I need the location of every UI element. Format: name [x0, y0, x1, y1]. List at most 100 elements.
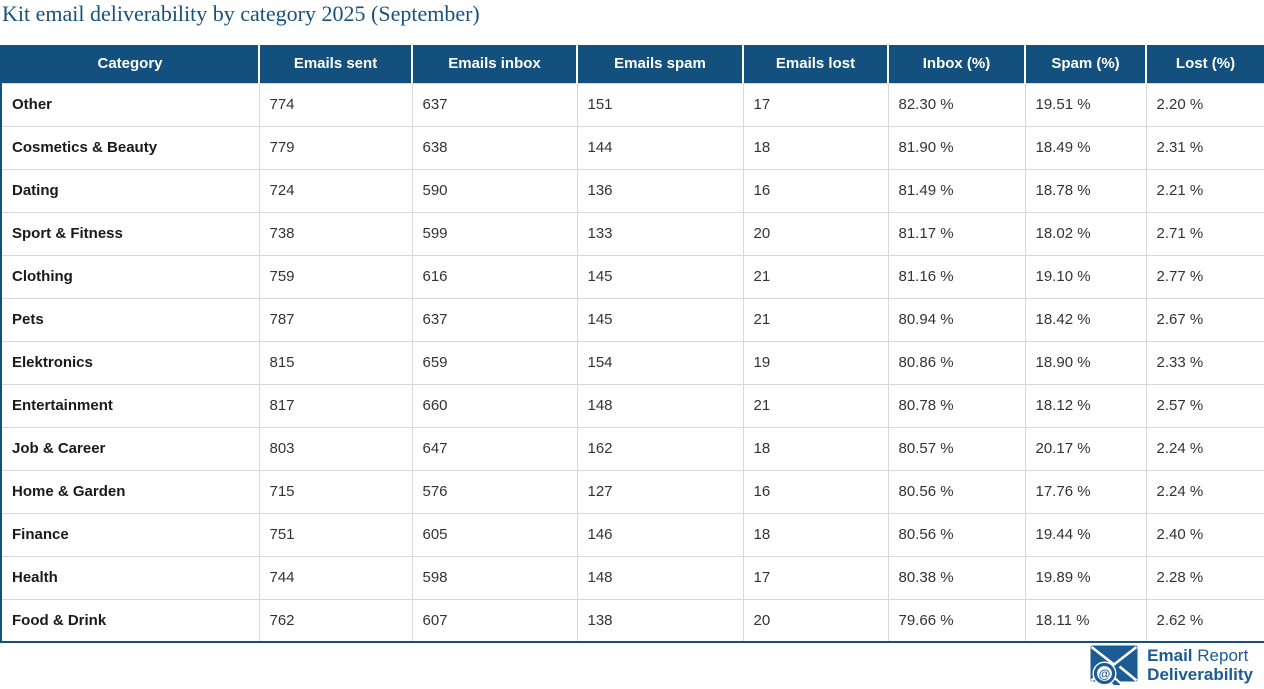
value-cell: 751	[258, 512, 412, 556]
column-header: Emails spam	[576, 45, 743, 83]
value-cell: 80.78 %	[887, 383, 1025, 427]
value-cell: 80.38 %	[887, 555, 1025, 599]
value-cell: 19.51 %	[1024, 82, 1146, 126]
value-cell: 81.16 %	[887, 254, 1025, 298]
logo-word-report: Report	[1197, 646, 1249, 665]
value-cell: 154	[576, 340, 743, 384]
category-cell: Other	[1, 82, 259, 126]
value-cell: 21	[742, 254, 888, 298]
value-cell: 787	[258, 297, 412, 341]
category-cell: Entertainment	[1, 383, 259, 427]
value-cell: 80.86 %	[887, 340, 1025, 384]
value-cell: 2.67 %	[1145, 297, 1264, 341]
value-cell: 18	[742, 426, 888, 470]
value-cell: 16	[742, 168, 888, 212]
table-header: Category Emails sent Emails inbox Emails sp…	[1, 45, 1264, 83]
table-body: Other 774 637 151 17 82.30 % 19.51 % 2.20 % Cosm…	[1, 82, 1264, 642]
category-cell: Health	[1, 555, 259, 599]
category-cell: Pets	[1, 297, 259, 341]
value-cell: 637	[411, 82, 577, 126]
table-row: Other 774 637 151 17 82.30 % 19.51 % 2.20 %	[1, 82, 1264, 126]
logo-word-email: Email	[1147, 646, 1193, 665]
value-cell: 18.02 %	[1024, 211, 1146, 255]
category-cell: Finance	[1, 512, 259, 556]
value-cell: 2.24 %	[1145, 469, 1264, 513]
value-cell: 151	[576, 82, 743, 126]
table-row: Pets 787 637 145 21 80.94 % 18.42 % 2.67 %	[1, 297, 1264, 341]
value-cell: 744	[258, 555, 412, 599]
value-cell: 2.77 %	[1145, 254, 1264, 298]
value-cell: 762	[258, 598, 412, 642]
value-cell: 148	[576, 383, 743, 427]
value-cell: 82.30 %	[887, 82, 1025, 126]
table-row: Elektronics 815 659 154 19 80.86 % 18.90 % 2.33…	[1, 340, 1264, 384]
value-cell: 18.78 %	[1024, 168, 1146, 212]
column-header: Emails lost	[742, 45, 888, 83]
value-cell: 638	[411, 125, 577, 169]
value-cell: 19	[742, 340, 888, 384]
value-cell: 2.40 %	[1145, 512, 1264, 556]
value-cell: 724	[258, 168, 412, 212]
value-cell: 803	[258, 426, 412, 470]
value-cell: 18.90 %	[1024, 340, 1146, 384]
table-row: Food & Drink 762 607 138 20 79.66 % 18.11 % 2.6…	[1, 598, 1264, 642]
value-cell: 2.57 %	[1145, 383, 1264, 427]
category-cell: Home & Garden	[1, 469, 259, 513]
category-cell: Clothing	[1, 254, 259, 298]
value-cell: 616	[411, 254, 577, 298]
value-cell: 21	[742, 383, 888, 427]
table-row: Finance 751 605 146 18 80.56 % 19.44 % 2.40 %	[1, 512, 1264, 556]
value-cell: 21	[742, 297, 888, 341]
value-cell: 79.66 %	[887, 598, 1025, 642]
value-cell: 127	[576, 469, 743, 513]
value-cell: 660	[411, 383, 577, 427]
value-cell: 136	[576, 168, 743, 212]
value-cell: 19.44 %	[1024, 512, 1146, 556]
value-cell: 16	[742, 469, 888, 513]
value-cell: 80.56 %	[887, 469, 1025, 513]
value-cell: 774	[258, 82, 412, 126]
at-symbol: @	[1099, 667, 1111, 681]
value-cell: 19.10 %	[1024, 254, 1146, 298]
value-cell: 81.17 %	[887, 211, 1025, 255]
table-row: Home & Garden 715 576 127 16 80.56 % 17.76 % 2.…	[1, 469, 1264, 513]
value-cell: 20	[742, 598, 888, 642]
value-cell: 20.17 %	[1024, 426, 1146, 470]
value-cell: 817	[258, 383, 412, 427]
value-cell: 2.20 %	[1145, 82, 1264, 126]
value-cell: 144	[576, 125, 743, 169]
logo-word-deliverability: Deliverability	[1147, 665, 1253, 684]
value-cell: 162	[576, 426, 743, 470]
value-cell: 18	[742, 125, 888, 169]
value-cell: 605	[411, 512, 577, 556]
value-cell: 17.76 %	[1024, 469, 1146, 513]
column-header: Emails sent	[258, 45, 412, 83]
column-header: Category	[1, 45, 259, 83]
value-cell: 146	[576, 512, 743, 556]
category-cell: Job & Career	[1, 426, 259, 470]
value-cell: 19.89 %	[1024, 555, 1146, 599]
value-cell: 779	[258, 125, 412, 169]
category-cell: Cosmetics & Beauty	[1, 125, 259, 169]
value-cell: 138	[576, 598, 743, 642]
table-row: Cosmetics & Beauty 779 638 144 18 81.90 % 18.4…	[1, 125, 1264, 169]
value-cell: 17	[742, 82, 888, 126]
value-cell: 133	[576, 211, 743, 255]
category-cell: Dating	[1, 168, 259, 212]
brand-logo[interactable]: @ Email Report Deliverability	[1090, 645, 1253, 685]
table-row: Entertainment 817 660 148 21 80.78 % 18.12 % 2.…	[1, 383, 1264, 427]
deliverability-table: Category Emails sent Emails inbox Emails sp…	[0, 45, 1264, 643]
value-cell: 81.49 %	[887, 168, 1025, 212]
value-cell: 148	[576, 555, 743, 599]
column-header: Inbox (%)	[887, 45, 1025, 83]
table-row: Sport & Fitness 738 599 133 20 81.17 % 18.02 %…	[1, 211, 1264, 255]
value-cell: 598	[411, 555, 577, 599]
table-row: Clothing 759 616 145 21 81.16 % 19.10 % 2.77 %	[1, 254, 1264, 298]
value-cell: 2.24 %	[1145, 426, 1264, 470]
value-cell: 2.71 %	[1145, 211, 1264, 255]
value-cell: 590	[411, 168, 577, 212]
category-cell: Elektronics	[1, 340, 259, 384]
value-cell: 80.94 %	[887, 297, 1025, 341]
value-cell: 576	[411, 469, 577, 513]
value-cell: 815	[258, 340, 412, 384]
